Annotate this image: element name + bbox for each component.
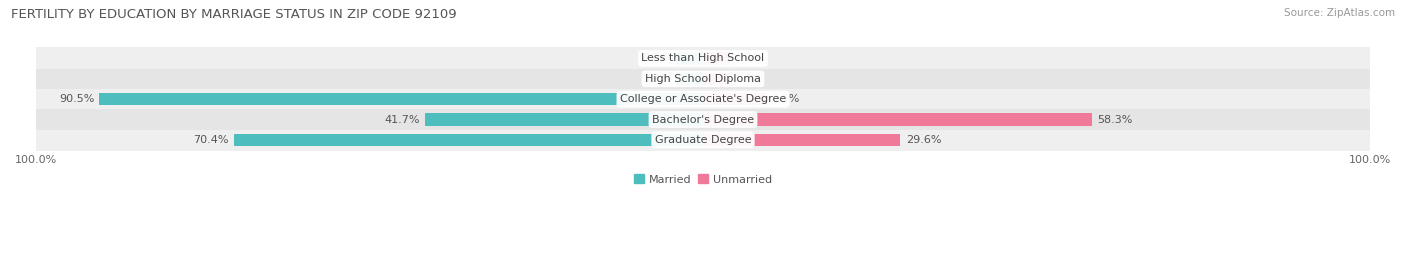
Bar: [37, 109, 1369, 130]
Text: 9.5%: 9.5%: [772, 94, 800, 104]
Bar: [703, 113, 1092, 126]
Text: FERTILITY BY EDUCATION BY MARRIAGE STATUS IN ZIP CODE 92109: FERTILITY BY EDUCATION BY MARRIAGE STATU…: [11, 8, 457, 21]
Bar: [100, 93, 703, 105]
Text: 0.0%: 0.0%: [643, 74, 671, 84]
Bar: [37, 48, 1369, 69]
Bar: [703, 93, 766, 105]
Text: Bachelor's Degree: Bachelor's Degree: [652, 115, 754, 125]
Bar: [703, 73, 730, 85]
Text: College or Associate's Degree: College or Associate's Degree: [620, 94, 786, 104]
Text: 29.6%: 29.6%: [905, 135, 941, 145]
Bar: [703, 52, 730, 65]
Bar: [676, 52, 703, 65]
Legend: Married, Unmarried: Married, Unmarried: [630, 170, 776, 189]
Bar: [425, 113, 703, 126]
Text: 70.4%: 70.4%: [193, 135, 228, 145]
Bar: [37, 89, 1369, 109]
Text: 0.0%: 0.0%: [735, 74, 763, 84]
Text: Source: ZipAtlas.com: Source: ZipAtlas.com: [1284, 8, 1395, 18]
Text: High School Diploma: High School Diploma: [645, 74, 761, 84]
Bar: [233, 133, 703, 146]
Text: 58.3%: 58.3%: [1097, 115, 1132, 125]
Bar: [676, 73, 703, 85]
Text: 41.7%: 41.7%: [384, 115, 419, 125]
Text: 0.0%: 0.0%: [735, 54, 763, 63]
Text: 0.0%: 0.0%: [643, 54, 671, 63]
Bar: [703, 133, 900, 146]
Text: Graduate Degree: Graduate Degree: [655, 135, 751, 145]
Bar: [37, 130, 1369, 150]
Text: Less than High School: Less than High School: [641, 54, 765, 63]
Text: 90.5%: 90.5%: [59, 94, 94, 104]
Bar: [37, 69, 1369, 89]
